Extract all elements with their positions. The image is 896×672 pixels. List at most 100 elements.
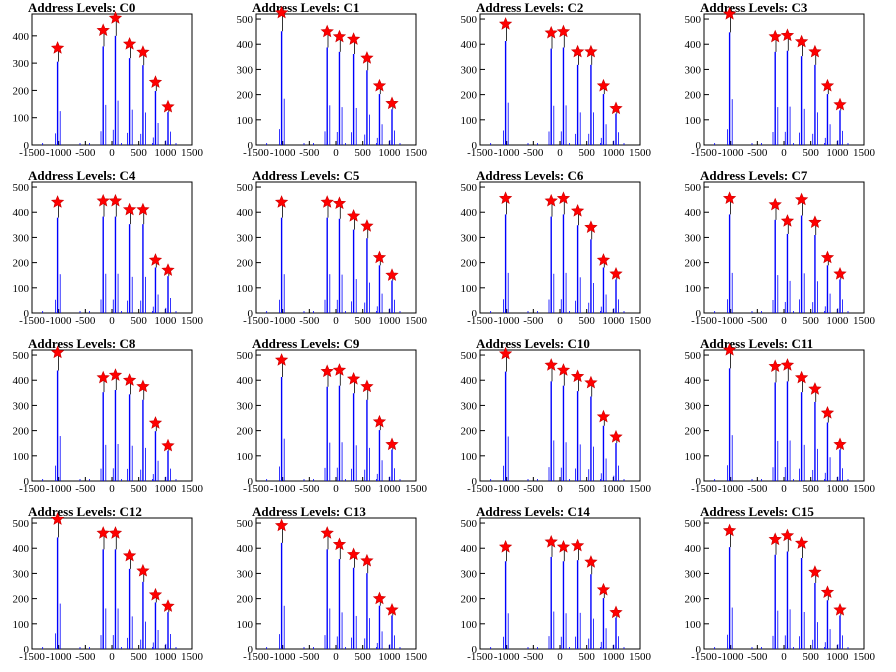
y-tick-label: 0 [248, 644, 254, 656]
y-tick-label: 500 [461, 350, 478, 362]
x-tick-label: -1500 [467, 147, 493, 159]
y-tick-label: 200 [13, 594, 30, 606]
y-tick-label: 100 [237, 283, 254, 295]
chart-svg: Address Levels: C10 0 100 200 300 400 500 -1500… [461, 336, 652, 495]
x-tick-label: -500 [299, 147, 320, 159]
y-tick-label: 300 [13, 58, 30, 70]
y-tick-label: 100 [685, 451, 702, 463]
panel-c5: Address Levels: C5 0 100 200 300 400 500 -1500-… [224, 168, 448, 336]
x-tick-label: -1500 [19, 483, 45, 495]
y-tick-label: 500 [237, 518, 254, 530]
y-tick-label: 200 [237, 426, 254, 438]
level-marker [820, 250, 835, 264]
y-tick-label: 300 [237, 64, 254, 76]
x-tick-label: -1500 [691, 483, 717, 495]
x-tick-label: 500 [354, 483, 371, 495]
y-tick-label: 0 [472, 644, 478, 656]
x-tick-label: -1500 [243, 483, 269, 495]
level-marker [108, 368, 123, 381]
y-tick-label: 0 [248, 476, 254, 488]
x-tick-label: -1500 [467, 483, 493, 495]
level-marker [833, 437, 847, 451]
level-marker [136, 563, 150, 577]
x-tick-label: 1000 [154, 147, 177, 159]
x-tick-label: 1500 [629, 147, 652, 159]
x-tick-label: 0 [557, 315, 563, 327]
x-tick-label: 1000 [154, 651, 177, 663]
chart-svg: Address Levels: C90100200300400500-1500-… [237, 336, 428, 495]
level-marker [570, 538, 585, 552]
level-marker [385, 268, 399, 281]
y-tick-label: 0 [696, 644, 702, 656]
level-marker [360, 219, 374, 232]
panel-c15: Address Levels: C15 0 100 200 300 400 500 -1500… [672, 504, 896, 672]
y-tick-label: 400 [13, 543, 30, 555]
level-marker [584, 375, 598, 389]
y-tick-label: 200 [237, 90, 254, 102]
panel-c9: Address Levels: C9 0 100 200 300 400 500 -1500-… [224, 336, 448, 504]
panel-c0: Address Levels: C0 0 100 200 300 400 -1500 -100… [0, 0, 224, 168]
x-tick-label: 1000 [378, 651, 401, 663]
x-tick-label: -1000 [46, 651, 72, 663]
y-tick-label: 100 [13, 619, 30, 631]
x-tick-label: -500 [523, 483, 544, 495]
x-tick-label: 500 [802, 315, 819, 327]
level-marker [780, 28, 795, 42]
chart-svg: Address Levels: C30100200300400500-1500-… [685, 0, 876, 159]
level-marker [498, 17, 513, 30]
level-marker [332, 196, 347, 210]
level-marker [96, 526, 110, 539]
y-tick-label: 200 [13, 258, 30, 270]
level-marker [833, 97, 847, 111]
x-tick-label: 500 [578, 651, 595, 663]
y-tick-label: 0 [696, 476, 702, 488]
y-tick-label: 0 [472, 140, 478, 152]
level-marker [794, 192, 809, 206]
y-tick-label: 400 [237, 39, 254, 51]
level-marker [122, 548, 137, 562]
x-tick-label: 500 [802, 483, 819, 495]
x-tick-label: -500 [299, 315, 320, 327]
level-marker [320, 24, 334, 38]
y-tick-label: 400 [461, 543, 478, 555]
level-marker [609, 266, 623, 280]
x-tick-label: -500 [75, 315, 96, 327]
x-tick-label: -500 [523, 651, 544, 663]
x-tick-label: -1000 [270, 147, 296, 159]
level-marker [584, 220, 598, 233]
panel-c12: Address Levels: C12 0 100 200 300 400 500 -1500… [0, 504, 224, 672]
level-marker [108, 11, 123, 24]
level-marker [596, 78, 611, 92]
x-tick-label: -1000 [46, 315, 72, 327]
y-tick-label: 0 [248, 140, 254, 152]
x-tick-label: 0 [109, 315, 115, 327]
x-tick-label: 1000 [602, 483, 625, 495]
level-marker [722, 7, 737, 20]
x-tick-label: 0 [781, 147, 787, 159]
x-tick-label: -1000 [270, 483, 296, 495]
x-tick-label: 1500 [853, 147, 876, 159]
y-tick-label: 100 [237, 115, 254, 127]
y-tick-label: 100 [237, 451, 254, 463]
x-tick-label: -1000 [494, 483, 520, 495]
level-marker [320, 195, 334, 208]
chart-svg: Address Levels: C60100200300400500-1500-… [461, 168, 652, 327]
chart-title: Address Levels: C7 [700, 168, 808, 183]
level-marker [96, 193, 110, 207]
x-tick-label: -1500 [19, 315, 45, 327]
level-marker [794, 34, 809, 48]
level-marker [274, 353, 289, 366]
y-tick-label: 200 [461, 90, 478, 102]
level-marker [385, 437, 399, 451]
level-marker [722, 191, 737, 205]
y-tick-label: 500 [13, 518, 30, 530]
y-tick-label: 500 [237, 182, 254, 194]
level-marker [108, 193, 123, 207]
y-tick-label: 100 [237, 619, 254, 631]
level-marker [596, 409, 611, 423]
x-tick-label: 1500 [629, 483, 652, 495]
x-tick-label: -500 [299, 483, 320, 495]
level-marker [385, 96, 399, 110]
x-tick-label: 0 [333, 315, 339, 327]
